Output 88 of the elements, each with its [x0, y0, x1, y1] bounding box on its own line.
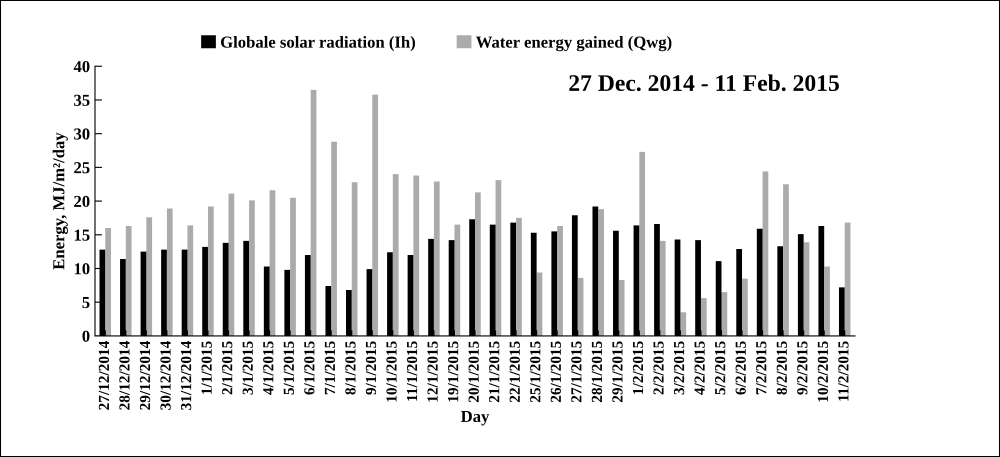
bar: [578, 278, 584, 336]
bar: [249, 200, 255, 336]
x-tick-label: 1/2/2015: [632, 341, 644, 394]
x-tick-label: 7/1/2015: [324, 341, 336, 394]
x-tick-label: 6/1/2015: [304, 341, 314, 395]
bar: [783, 184, 789, 336]
bar: [166, 208, 173, 336]
bar: [187, 225, 194, 336]
x-tick-label: 20/1/2015: [468, 341, 479, 402]
bar: [762, 171, 768, 336]
bar: [660, 240, 666, 336]
bar: [434, 182, 440, 336]
bar: [721, 292, 728, 336]
x-tick-label: 30/12/2014: [160, 341, 171, 410]
x-tick-label: 6/2/2015: [736, 341, 746, 395]
bar: [557, 226, 563, 336]
bar: [208, 206, 214, 336]
x-tick-label: 19/1/2015: [448, 341, 458, 402]
annotation: 27 Dec. 2014 - 11 Feb. 2015: [569, 74, 839, 92]
y-tick-label: 10: [74, 263, 90, 274]
bar: [270, 190, 276, 336]
x-tick-label: 28/12/2014: [119, 341, 130, 410]
y-tick-label: 30: [74, 128, 90, 140]
legend-label: Globale solar radiation (Ih): [220, 36, 415, 52]
x-tick-label: 5/2/2015: [715, 341, 726, 394]
x-tick-label: 9/1/2015: [366, 341, 376, 395]
x-tick-label: 2/2/2015: [653, 341, 664, 394]
x-tick-label: 5/1/2015: [284, 341, 294, 394]
bar: [639, 152, 646, 336]
x-tick-label: 28/1/2015: [592, 341, 602, 402]
bar: [824, 266, 830, 336]
bar: [844, 222, 850, 336]
bar: [804, 242, 810, 336]
bar: [516, 218, 522, 336]
x-tick-label: 10/2/2015: [818, 341, 828, 402]
bar: [126, 226, 132, 336]
bar: [372, 94, 378, 336]
x-tick-label: 12/1/2015: [427, 341, 438, 402]
y-tick-label: 25: [74, 162, 90, 174]
bar: [618, 280, 625, 336]
bar: [680, 312, 686, 336]
x-tick-label: 11/1/2015: [406, 341, 418, 401]
bar: [331, 142, 337, 336]
x-tick-label: 11/2/2015: [838, 341, 849, 401]
x-tick-label: 27/12/2014: [98, 341, 110, 410]
y-tick-label: 40: [74, 60, 90, 72]
bar: [700, 298, 707, 336]
y-tick-label: 0: [82, 330, 90, 342]
bar: [310, 90, 316, 336]
bar: [352, 182, 358, 336]
x-tick-label: 9/2/2015: [797, 341, 808, 395]
bar: [290, 198, 296, 336]
y-tick-label: 15: [74, 230, 90, 241]
x-tick-label: 25/1/2015: [530, 341, 540, 402]
bar: [105, 228, 112, 336]
x-tick-label: 21/1/2015: [489, 341, 500, 402]
bar: [454, 224, 460, 336]
bar: [742, 278, 748, 336]
bar: [475, 192, 481, 336]
bar: [598, 209, 604, 336]
bar: [392, 174, 399, 336]
bar: [228, 194, 234, 336]
x-tick-label: 4/1/2015: [263, 341, 274, 395]
bar: [496, 180, 502, 336]
x-tick-label: 7/2/2015: [756, 341, 766, 394]
bar: [146, 217, 152, 336]
y-tick-label: 20: [74, 196, 90, 208]
x-tick-label: 29/1/2015: [612, 341, 623, 402]
x-tick-label: 2/1/2015: [222, 341, 232, 394]
x-tick-label: 3/1/2015: [242, 341, 253, 395]
x-axis-title: Day: [460, 410, 490, 426]
bar: [413, 175, 420, 336]
x-tick-label: 1/1/2015: [201, 341, 212, 394]
x-tick-label: 8/1/2015: [345, 341, 356, 395]
y-tick-label: 5: [82, 297, 90, 308]
x-tick-label: 10/1/2015: [386, 341, 397, 402]
y-axis-title: Energy, MJ/m²/day: [52, 132, 68, 270]
x-tick-label: 29/12/2014: [140, 341, 150, 410]
legend-label: Water energy gained (Qwg): [476, 36, 672, 52]
x-tick-label: 31/12/2014: [180, 341, 192, 410]
x-tick-label: 27/1/2015: [571, 341, 582, 402]
x-tick-label: 4/2/2015: [694, 341, 705, 395]
x-tick-label: 8/2/2015: [776, 341, 787, 395]
x-tick-label: 22/1/2015: [510, 341, 520, 402]
y-tick-label: 35: [74, 94, 90, 106]
bar: [536, 272, 542, 336]
x-tick-label: 26/1/2015: [550, 341, 561, 402]
x-tick-label: 3/2/2015: [674, 341, 684, 395]
